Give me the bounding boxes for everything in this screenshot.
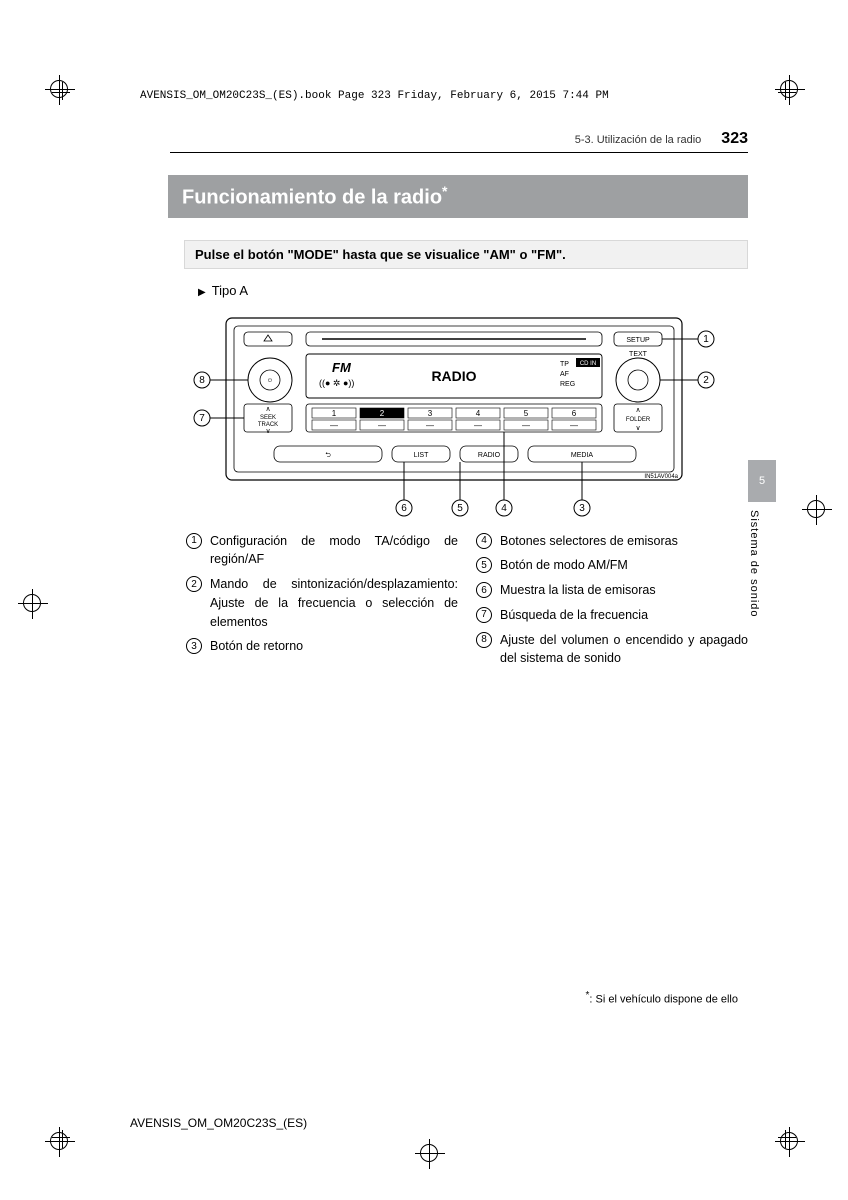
setup-text: SETUP: [626, 337, 650, 344]
title-asterisk: *: [442, 183, 447, 199]
legend-text: Botones selectores de emisoras: [500, 532, 678, 551]
legend-item: 7 Búsqueda de la frecuencia: [476, 606, 748, 625]
title-text: Funcionamiento de la radio: [182, 187, 442, 209]
instruction-box: Pulse el botón "MODE" hasta que se visua…: [184, 240, 748, 269]
type-text: Tipo A: [212, 283, 248, 298]
legend-num: 3: [186, 638, 202, 654]
legend-text: Configuración de modo TA/código de regió…: [210, 532, 458, 570]
page-content: 5-3. Utilización de la radio 323 Funcion…: [170, 130, 748, 674]
svg-text:3: 3: [579, 503, 585, 514]
legend-item: 3 Botón de retorno: [186, 637, 458, 656]
svg-text:FOLDER: FOLDER: [626, 417, 651, 423]
svg-text:((● ✲ ●)): ((● ✲ ●)): [319, 378, 354, 388]
legend-num: 7: [476, 607, 492, 623]
svg-text:FM: FM: [332, 360, 352, 375]
legend-text: Muestra la lista de emisoras: [500, 581, 656, 600]
svg-text:—: —: [570, 421, 578, 430]
svg-text:2: 2: [380, 409, 385, 418]
svg-text:RADIO: RADIO: [431, 368, 476, 384]
radio-diagram: SETUP ⏻ TEXT FM ((● ✲ ●)) RADIO TP AF RE…: [184, 308, 724, 518]
svg-text:∧: ∧: [265, 406, 270, 413]
svg-text:⮌: ⮌: [325, 451, 331, 459]
reg-mark-bottom: [420, 1144, 438, 1162]
svg-text:—: —: [330, 421, 338, 430]
side-tab-label: Sistema de sonido: [748, 510, 760, 618]
chapter-title: Funcionamiento de la radio*: [168, 175, 748, 218]
svg-text:∨: ∨: [635, 425, 640, 432]
crop-mark-bl: [30, 1130, 70, 1170]
footnote-text: : Si el vehículo dispone de ello: [589, 994, 738, 1006]
legend-columns: 1 Configuración de modo TA/código de regi…: [186, 532, 748, 675]
side-tab-number: 5: [748, 460, 776, 502]
svg-text:—: —: [474, 421, 482, 430]
svg-text:1: 1: [703, 334, 709, 345]
legend-num: 4: [476, 533, 492, 549]
legend-text: Ajuste del volumen o encendido y apagado…: [500, 631, 748, 669]
legend-num: 6: [476, 582, 492, 598]
svg-text:MEDIA: MEDIA: [571, 452, 594, 459]
legend-num: 2: [186, 576, 202, 592]
svg-text:4: 4: [476, 409, 481, 418]
svg-text:TEXT: TEXT: [629, 351, 648, 358]
svg-text:5: 5: [524, 409, 529, 418]
legend-num: 5: [476, 557, 492, 573]
reg-mark-right: [807, 500, 825, 518]
svg-text:SEEK: SEEK: [260, 415, 276, 421]
crop-mark-br: [778, 1130, 818, 1170]
svg-text:CD IN: CD IN: [580, 361, 596, 367]
svg-text:LIST: LIST: [414, 452, 430, 459]
svg-text:3: 3: [428, 409, 433, 418]
footnote: *: Si el vehículo dispone de ello: [585, 990, 738, 1006]
legend-item: 8 Ajuste del volumen o encendido y apagad…: [476, 631, 748, 669]
reg-mark-left: [23, 594, 41, 612]
svg-text:REG: REG: [560, 381, 575, 388]
footer-doc-id: AVENSIS_OM_OM20C23S_(ES): [130, 1116, 307, 1130]
legend-num: 1: [186, 533, 202, 549]
svg-text:TP: TP: [560, 361, 569, 368]
legend-item: 1 Configuración de modo TA/código de regi…: [186, 532, 458, 570]
page-number: 323: [721, 130, 748, 148]
svg-text:2: 2: [703, 375, 709, 386]
type-label: ▶ Tipo A: [198, 283, 748, 298]
svg-text:8: 8: [199, 375, 205, 386]
crop-mark-tr: [778, 60, 818, 100]
legend-text: Botón de retorno: [210, 637, 303, 656]
legend-item: 5 Botón de modo AM/FM: [476, 556, 748, 575]
svg-text:7: 7: [199, 413, 205, 424]
crop-mark-tl: [30, 60, 70, 100]
svg-text:5: 5: [457, 503, 463, 514]
svg-text:—: —: [426, 421, 434, 430]
legend-col-left: 1 Configuración de modo TA/código de regi…: [186, 532, 458, 675]
legend-text: Mando de sintonización/desplazamiento: A…: [210, 575, 458, 631]
legend-text: Búsqueda de la frecuencia: [500, 606, 648, 625]
print-header-slug: AVENSIS_OM_OM20C23S_(ES).book Page 323 F…: [140, 90, 609, 102]
svg-text:6: 6: [572, 409, 577, 418]
svg-text:∨: ∨: [265, 428, 270, 435]
svg-text:—: —: [378, 421, 386, 430]
legend-item: 6 Muestra la lista de emisoras: [476, 581, 748, 600]
svg-text:—: —: [522, 421, 530, 430]
triangle-icon: ▶: [198, 287, 206, 298]
legend-num: 8: [476, 632, 492, 648]
running-head: 5-3. Utilización de la radio 323: [170, 130, 748, 153]
svg-text:RADIO: RADIO: [478, 452, 501, 459]
svg-text:1: 1: [332, 409, 337, 418]
legend-item: 4 Botones selectores de emisoras: [476, 532, 748, 551]
svg-text:AF: AF: [560, 371, 569, 378]
section-label: 5-3. Utilización de la radio: [575, 134, 702, 146]
legend-text: Botón de modo AM/FM: [500, 556, 628, 575]
legend-col-right: 4 Botones selectores de emisoras 5 Botón d…: [476, 532, 748, 675]
figure-code: IN51AV004a: [644, 474, 678, 480]
svg-text:⏻: ⏻: [268, 378, 272, 384]
svg-text:∧: ∧: [635, 407, 640, 414]
side-tab: 5 Sistema de sonido: [748, 460, 774, 618]
svg-text:4: 4: [501, 503, 507, 514]
svg-text:6: 6: [401, 503, 407, 514]
legend-item: 2 Mando de sintonización/desplazamiento: …: [186, 575, 458, 631]
